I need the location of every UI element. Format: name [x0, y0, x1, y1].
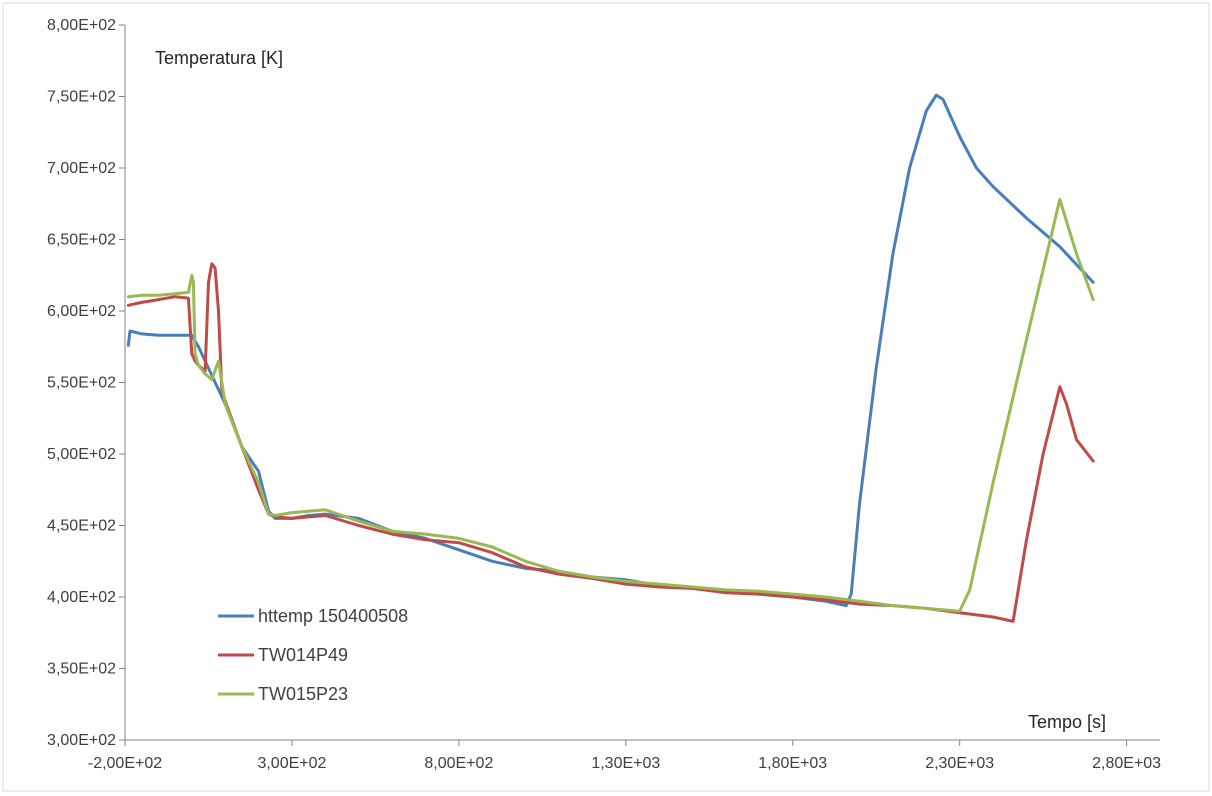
y-tick-label: 6,50E+02 — [47, 232, 116, 249]
x-tick-label: 1,30E+03 — [591, 755, 660, 772]
x-tick-label: 1,80E+03 — [758, 755, 827, 772]
y-tick-label: 7,50E+02 — [47, 89, 116, 106]
y-tick-label: 3,50E+02 — [47, 661, 116, 678]
y-tick-label: 3,00E+02 — [47, 732, 116, 749]
y-tick-label: 5,50E+02 — [47, 375, 116, 392]
series-line-3 — [126, 198, 1095, 613]
legend: httemp 150400508 TW014P49 TW015P23 — [218, 606, 408, 704]
axes: 3,00E+02 3,50E+02 4,00E+02 4,50E+02 5,00E+02… — [47, 17, 1161, 772]
y-tick-label: 5,00E+02 — [47, 446, 116, 463]
x-tick-label: -2,00E+02 — [88, 755, 162, 772]
x-tick-label: 8,00E+02 — [424, 755, 493, 772]
x-tick-label: 3,00E+02 — [257, 755, 326, 772]
x-tick-label: 2,30E+03 — [925, 755, 994, 772]
y-tick-label: 4,50E+02 — [47, 518, 116, 535]
y-tick-label: 6,00E+02 — [47, 303, 116, 320]
x-tick-label: 2,80E+03 — [1092, 755, 1161, 772]
legend-label: TW015P23 — [258, 684, 348, 704]
y-axis-title: Temperatura [K] — [155, 48, 283, 68]
y-tick-label: 4,00E+02 — [47, 589, 116, 606]
legend-label: TW014P49 — [258, 645, 348, 665]
x-axis-title: Tempo [s] — [1028, 712, 1106, 732]
y-tick-label: 7,00E+02 — [47, 160, 116, 177]
y-tick-label: 8,00E+02 — [47, 17, 116, 34]
legend-label: httemp 150400508 — [258, 606, 408, 626]
series-layer — [126, 93, 1095, 623]
